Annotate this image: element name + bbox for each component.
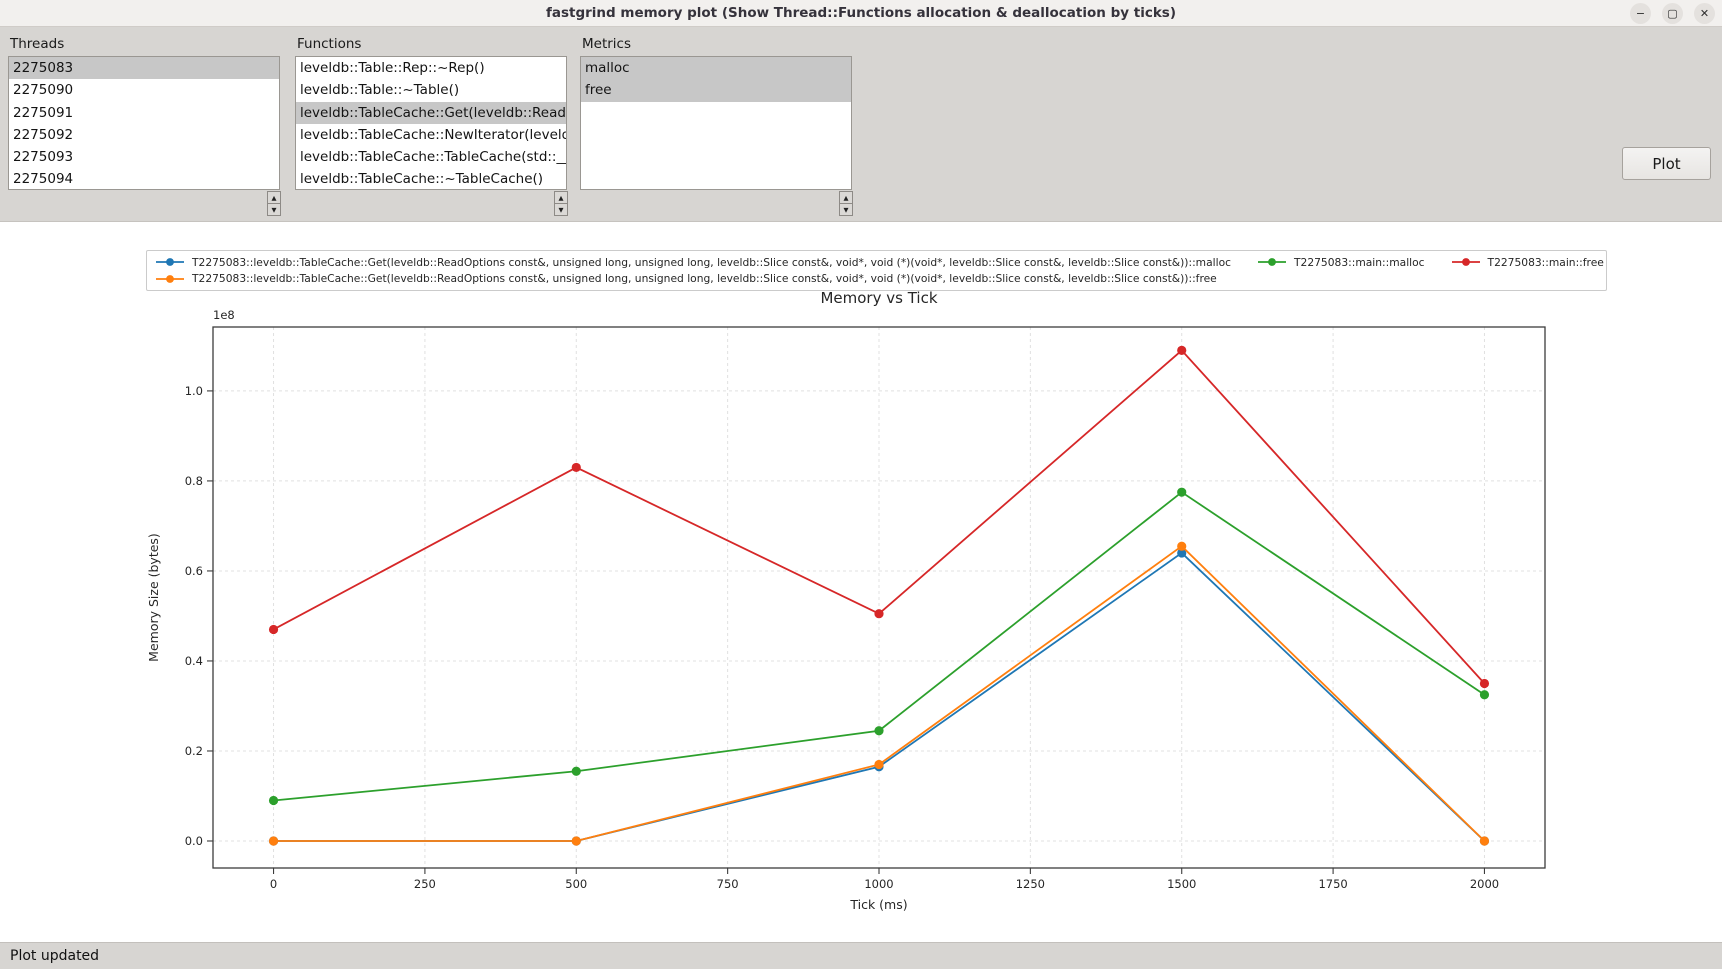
svg-text:Memory Size (bytes): Memory Size (bytes) [146,533,161,662]
svg-text:Tick (ms): Tick (ms) [849,897,907,912]
list-item[interactable]: 2275092 [13,126,74,143]
legend-marker-icon [1451,258,1480,267]
status-text: Plot updated [10,948,100,964]
close-icon: ✕ [1699,7,1710,20]
svg-text:0: 0 [270,877,277,891]
svg-text:750: 750 [717,877,739,891]
scroll-down-icon: ▼ [843,205,849,214]
legend-item: T2275083::main::free [1451,256,1604,269]
svg-text:0.8: 0.8 [185,474,203,488]
maximize-icon: ▢ [1667,7,1678,20]
minimize-button[interactable]: − [1630,3,1651,24]
threads-listbox[interactable]: 2275083 2275090 2275091 2275092 2275093 22750… [8,56,280,190]
metrics-listbox[interactable]: malloc free [580,56,852,190]
scroll-up-icon: ▲ [271,193,277,202]
window-controls: − ▢ ✕ [1630,3,1715,24]
scroll-down-button[interactable]: ▼ [554,203,568,216]
svg-text:250: 250 [414,877,436,891]
scroll-down-icon: ▼ [558,205,564,214]
svg-text:500: 500 [565,877,587,891]
legend-row: T2275083::leveldb::TableCache::Get(level… [155,271,1598,288]
functions-label: Functions [297,36,362,52]
list-item[interactable]: free [581,79,851,102]
functions-scrollbar: ▲ ▼ [554,191,568,217]
svg-text:1e8: 1e8 [213,308,235,322]
scroll-up-icon: ▲ [843,193,849,202]
legend-label: T2275083::leveldb::TableCache::Get(level… [192,272,1217,286]
list-item[interactable]: 2275090 [13,82,74,99]
metrics-label: Metrics [582,36,632,52]
list-item[interactable]: 2275083 [9,57,279,80]
chart: 0 250 500 750 1000 1250 1500 1750 2000 0.0 0.2 0.4 0… [146,308,1546,912]
list-item[interactable]: leveldb::TableCache::TableCache(std::__c [300,149,566,166]
plot-button[interactable]: Plot [1622,147,1711,180]
svg-text:2000: 2000 [1470,877,1499,891]
toolbar: Threads 2275083 2275090 2275091 2275092 2275… [0,27,1722,222]
list-item[interactable]: leveldb::TableCache::~TableCache() [300,171,544,188]
legend-item: T2275083::leveldb::TableCache::Get(level… [155,256,1231,269]
svg-text:0.2: 0.2 [185,744,203,758]
legend-item: T2275083::main::malloc [1257,256,1425,269]
metrics-scrollbar: ▲ ▼ [839,191,853,217]
list-item[interactable]: 2275094 [13,171,74,188]
scroll-down-button[interactable]: ▼ [267,203,281,216]
svg-text:1.0: 1.0 [185,384,203,398]
threads-label: Threads [10,36,65,52]
scroll-down-button[interactable]: ▼ [839,203,853,216]
threads-scrollbar: ▲ ▼ [267,191,281,217]
list-item[interactable]: leveldb::TableCache::Get(leveldb::ReadOp… [296,101,566,124]
scroll-up-icon: ▲ [558,193,564,202]
window-title: fastgrind memory plot (Show Thread::Func… [545,5,1177,21]
legend-row: T2275083::leveldb::TableCache::Get(level… [155,254,1604,271]
legend-label: T2275083::main::malloc [1294,255,1425,269]
legend-marker-icon [156,258,184,267]
svg-text:1000: 1000 [864,877,893,891]
list-item[interactable]: malloc [581,57,851,80]
svg-text:0.6: 0.6 [185,564,203,578]
svg-text:1250: 1250 [1016,877,1045,891]
list-item[interactable]: leveldb::Table::~Table() [300,82,460,99]
scroll-down-icon: ▼ [271,205,277,214]
status-bar: Plot updated [0,942,1722,969]
chart-title: Memory vs Tick [820,289,938,307]
list-item[interactable]: leveldb::TableCache::NewIterator(leveldb [300,126,566,143]
list-item[interactable]: 2275091 [13,104,74,121]
legend-marker-icon [156,274,184,283]
svg-text:1750: 1750 [1318,877,1347,891]
legend-label: T2275083::main::free [1487,255,1604,269]
functions-listbox[interactable]: leveldb::Table::Rep::~Rep()leveldb::Tabl… [295,56,567,190]
figure-area: 0 250 500 750 1000 1250 1500 1750 2000 0.0 0.2 0.4 0… [0,222,1722,942]
list-item[interactable]: leveldb::Table::Rep::~Rep() [300,60,485,76]
svg-text:0.4: 0.4 [185,654,203,668]
minimize-icon: − [1635,7,1646,20]
svg-text:1500: 1500 [1167,877,1196,891]
chart-legend: T2275083::leveldb::TableCache::Get(level… [146,250,1607,291]
list-item[interactable]: 2275093 [13,149,74,166]
legend-label: T2275083::leveldb::TableCache::Get(level… [192,255,1231,269]
legend-item: T2275083::leveldb::TableCache::Get(level… [155,272,1217,285]
close-button[interactable]: ✕ [1694,3,1715,24]
maximize-button[interactable]: ▢ [1662,3,1683,24]
svg-text:0.0: 0.0 [185,834,203,848]
legend-marker-icon [1258,258,1286,267]
titlebar: fastgrind memory plot (Show Thread::Func… [0,0,1722,27]
